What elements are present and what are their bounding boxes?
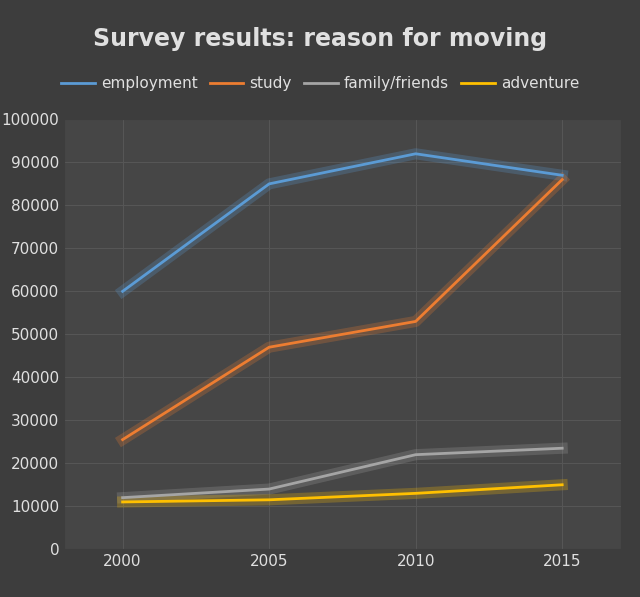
employment [558,172,566,179]
employment [119,288,127,295]
family/friends [119,494,127,501]
Line: adventure: adventure [123,485,562,502]
Legend: employment, study, family/friends, adventure: employment, study, family/friends, adven… [55,70,585,97]
Line: study: study [123,180,562,439]
family/friends [266,485,273,493]
adventure [119,498,127,506]
family/friends [412,451,419,458]
adventure [266,496,273,503]
employment [412,150,419,158]
study [412,318,419,325]
Line: employment: employment [123,154,562,291]
study [558,176,566,183]
Text: Survey results: reason for moving: Survey results: reason for moving [93,27,547,51]
employment [266,180,273,187]
adventure [412,490,419,497]
study [266,344,273,351]
family/friends [558,445,566,452]
study [119,436,127,443]
Line: family/friends: family/friends [123,448,562,498]
adventure [558,481,566,488]
